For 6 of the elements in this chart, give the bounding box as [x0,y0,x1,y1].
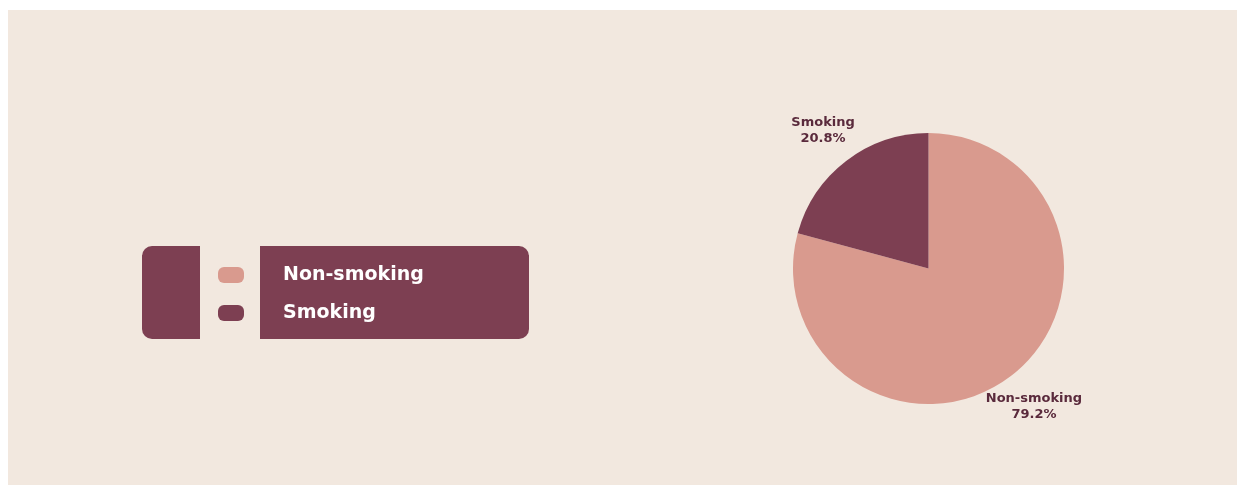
legend-label: Smoking [283,300,376,322]
data-label: 79.2% [1011,405,1057,421]
slice-label: Smoking [791,114,855,130]
slice-label: Non-smoking [985,389,1083,405]
data-label: 20.8% [800,130,846,146]
legend-label: Non-smoking [283,262,424,284]
